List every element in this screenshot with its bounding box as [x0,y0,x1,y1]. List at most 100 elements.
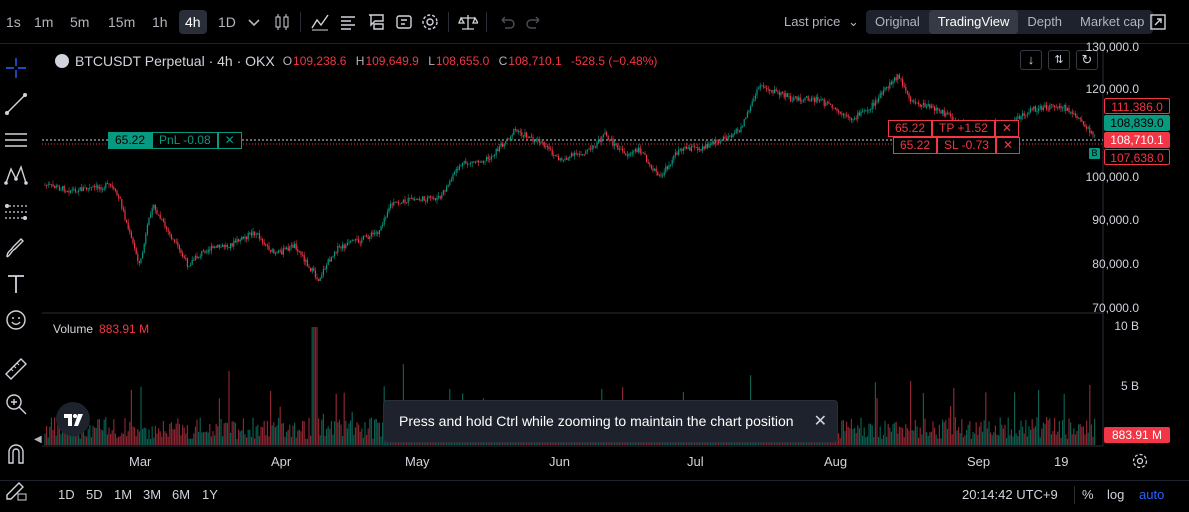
candle-body [578,153,580,155]
volume-bar [959,433,961,445]
list-icon[interactable] [338,12,358,32]
indicators-icon[interactable] [310,12,330,32]
clock[interactable]: 20:14:42 UTC+9 [962,487,1058,502]
volume-bar [361,428,363,445]
candle-body [890,82,892,85]
close-icon[interactable]: ✕ [813,413,827,430]
last-price-dropdown[interactable]: Last price ⌄ [784,10,859,34]
candle-body [244,236,246,239]
replay-icon[interactable] [394,12,414,32]
horizontal-lines-icon[interactable] [3,127,29,153]
candle-body [490,156,492,160]
close-position-icon[interactable]: ✕ [217,132,242,149]
zoom-in-icon[interactable] [3,391,29,417]
pattern-icon[interactable] [3,163,29,189]
range-1m[interactable]: 1M [114,487,133,502]
lock-drawing-icon[interactable] [3,477,29,503]
volume-bar [254,438,256,445]
timeframe-1h[interactable]: 1h [152,14,168,30]
refresh-icon[interactable]: ↻ [1076,50,1098,70]
emoji-icon[interactable] [3,307,29,333]
brush-icon[interactable] [3,235,29,261]
tab-original[interactable]: Original [875,14,920,29]
timeframe-4h[interactable]: 4h [179,10,207,34]
volume-bar [311,327,313,445]
timeframe-1d[interactable]: 1D [218,14,236,30]
volume-bar [76,435,78,445]
candle-body [694,146,696,148]
timeframe-1s[interactable]: 1s [6,14,21,30]
volume-bar [1055,434,1057,445]
range-1d[interactable]: 1D [58,487,75,502]
take-profit-label[interactable]: 65.22 TP +1.52 ✕ [888,120,1019,137]
volume-bar [55,435,57,445]
template-icon[interactable] [366,12,386,32]
chevron-left-icon[interactable]: ◀ [34,434,42,445]
volume-bar [881,438,883,445]
range-5d[interactable]: 5D [86,487,103,502]
candles-icon[interactable] [272,12,292,32]
scroll-down-icon[interactable]: ↓ [1020,50,1042,70]
volume-bar [282,423,284,445]
tradingview-logo[interactable] [56,402,90,436]
volume-bar [929,432,931,445]
candle-body [556,155,558,157]
candle-body [934,106,936,111]
collapse-icon[interactable]: ⇅ [1048,50,1070,70]
volume-bar [1010,429,1012,445]
volume-bar [994,425,996,445]
symbol-legend[interactable]: BTCUSDT Perpetual · 4h · OKX O109,238.6 … [55,53,657,69]
cancel-tp-icon[interactable]: ✕ [994,120,1019,137]
timeframe-1m[interactable]: 1m [34,14,54,30]
cancel-sl-icon[interactable]: ✕ [995,137,1021,154]
text-icon[interactable] [3,271,29,297]
fib-icon[interactable] [3,199,29,225]
range-1y[interactable]: 1Y [202,487,218,502]
chevron-down-icon[interactable] [244,12,264,32]
candle-body [602,134,604,137]
volume-bar [308,417,310,445]
candle-body [372,232,374,235]
volume-bar [377,422,379,445]
volume-bar [892,424,894,445]
candle-body [844,114,846,116]
candle-body [756,89,758,96]
tab-tradingview[interactable]: TradingView [928,10,1019,34]
candle-body [806,96,808,98]
candle-body [1025,114,1027,116]
scale-icon[interactable] [458,12,480,32]
candle-body [727,136,729,140]
crosshair-icon[interactable] [3,55,29,81]
volume-bar [852,428,854,445]
range-6m[interactable]: 6M [172,487,191,502]
candle-body [146,225,148,235]
redo-icon[interactable] [524,12,544,32]
percent-toggle[interactable]: % [1082,487,1094,502]
volume-bar [79,438,81,445]
timeframe-5m[interactable]: 5m [70,14,90,30]
position-line-label[interactable]: 65.22 PnL -0.08 ✕ [108,132,242,149]
log-toggle[interactable]: log [1107,487,1125,502]
auto-toggle[interactable]: auto [1139,487,1165,502]
trend-line-icon[interactable] [3,91,29,117]
fullscreen-icon[interactable] [1148,12,1168,32]
gear-icon[interactable] [420,12,440,32]
stop-loss-label[interactable]: 65.22 SL -0.73 ✕ [893,137,1021,154]
candle-body [162,219,164,222]
ruler-icon[interactable] [3,356,29,382]
view-tabs: Original TradingView Depth Market cap [866,10,1154,34]
range-3m[interactable]: 3M [143,487,162,502]
candle-body [374,232,376,235]
magnet-icon[interactable] [3,441,29,467]
tab-depth[interactable]: Depth [1027,14,1063,29]
candle-body [839,112,841,114]
volume-legend[interactable]: Volume 883.91 M [53,322,150,336]
settings-icon[interactable] [1131,452,1149,470]
candle-body [494,155,496,157]
undo-icon[interactable] [497,12,517,32]
volume-bar [1018,429,1020,445]
tab-market-cap[interactable]: Market cap [1080,14,1145,29]
timeframe-15m[interactable]: 15m [108,14,136,30]
volume-bar [1004,424,1006,445]
candle-body [706,144,708,148]
